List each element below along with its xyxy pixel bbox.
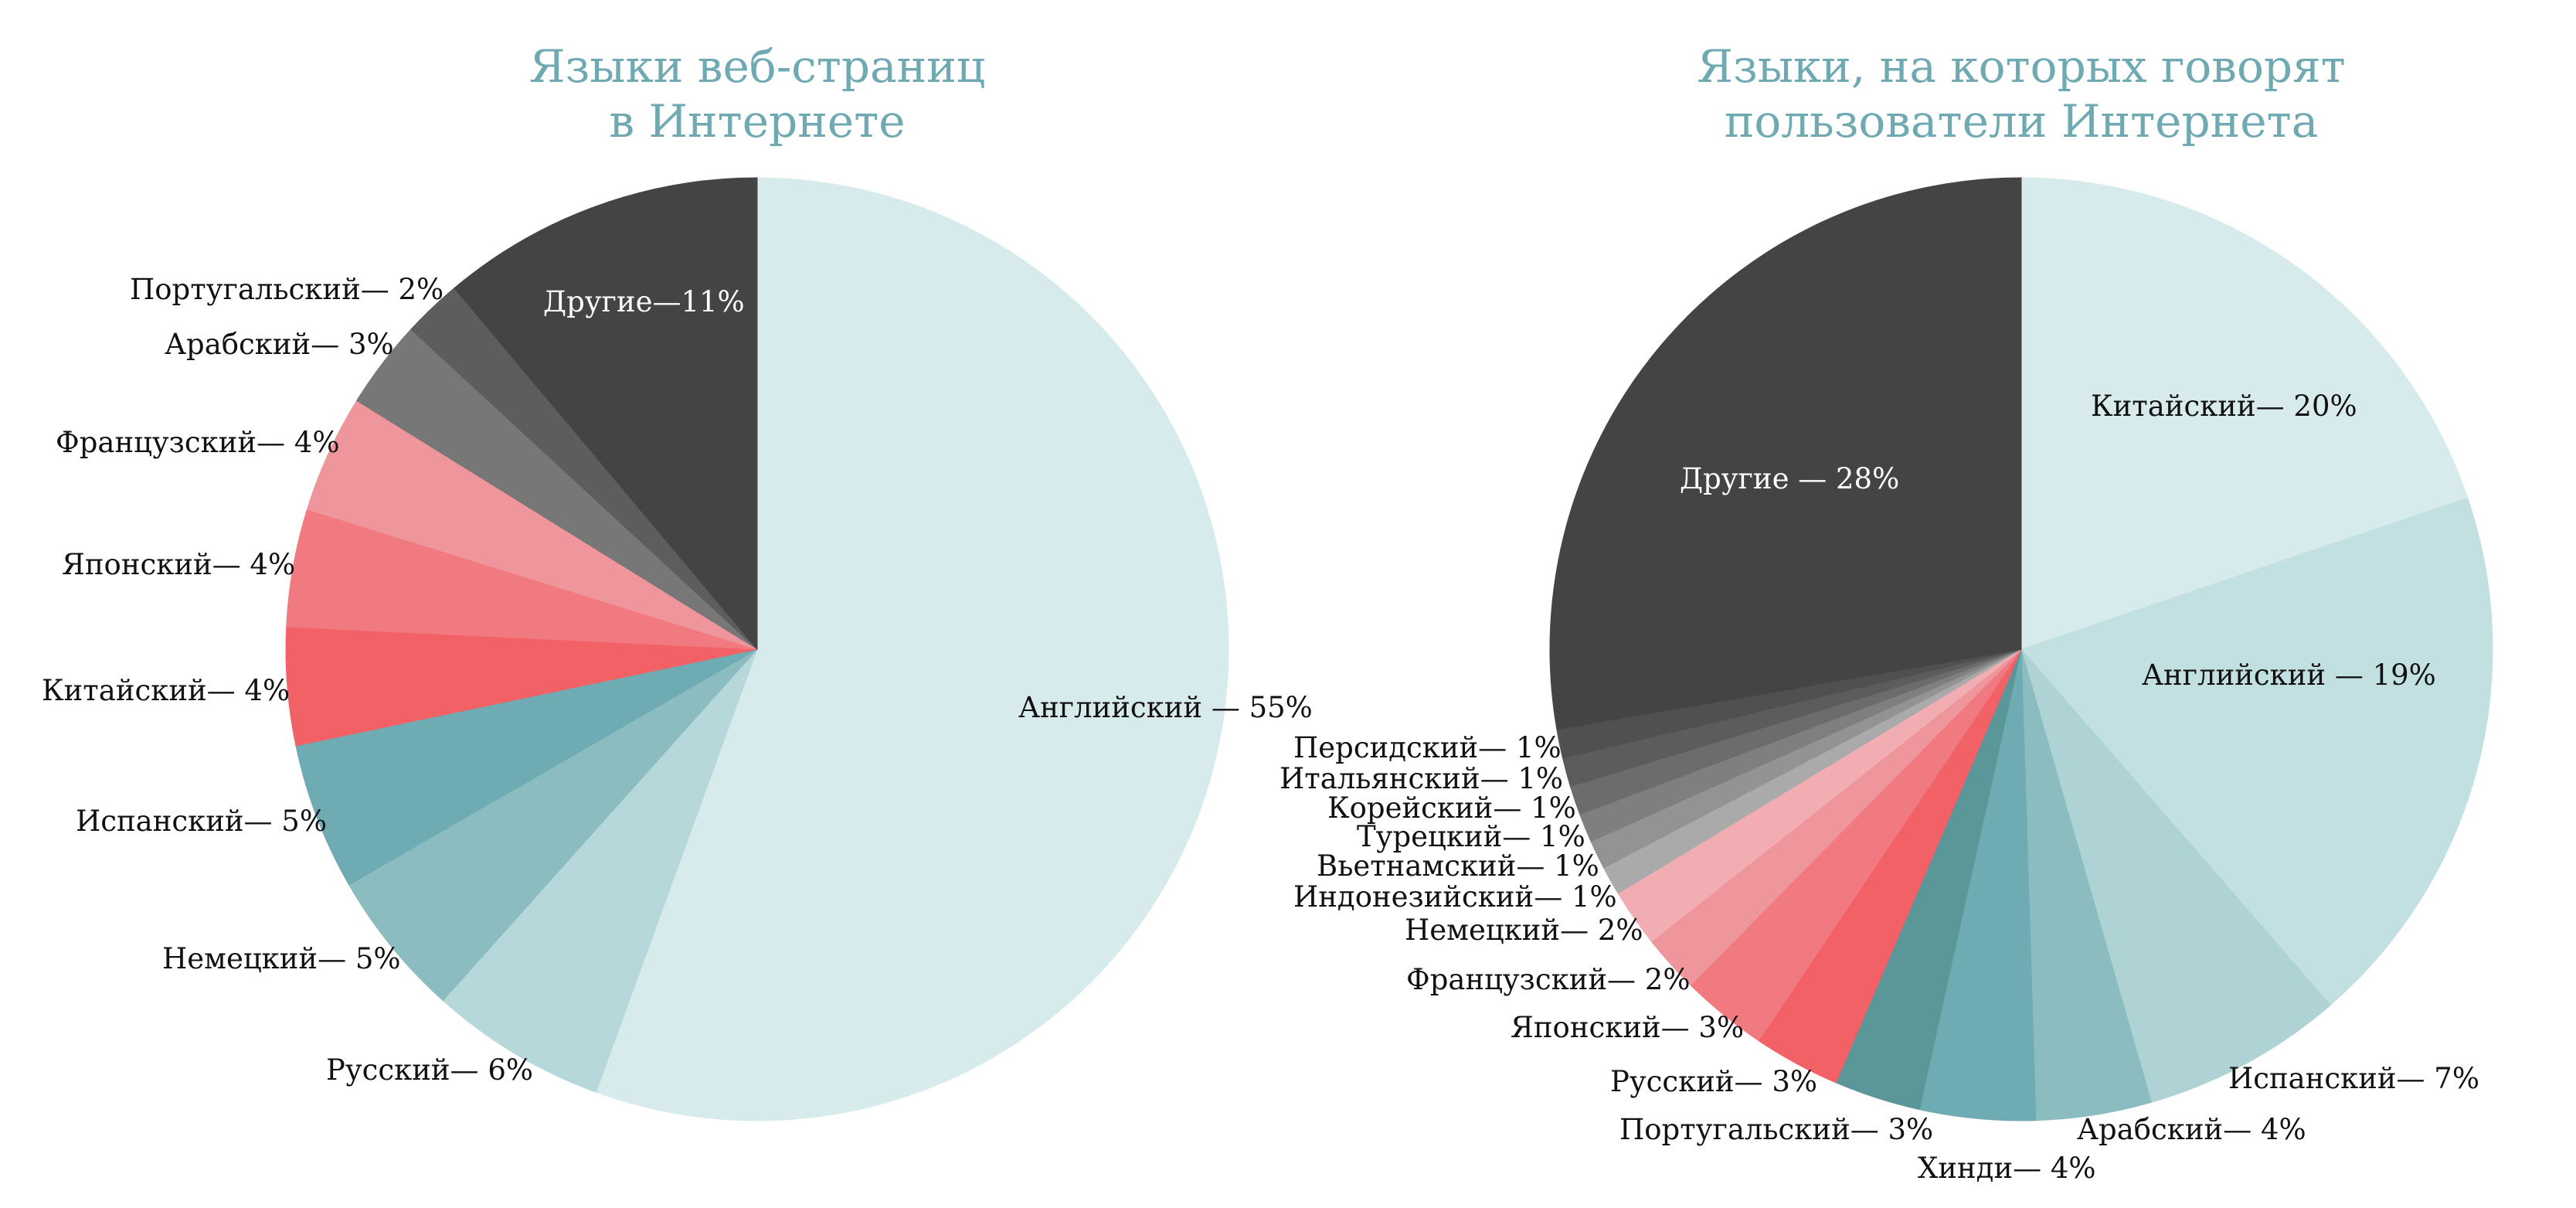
slice-label: Китайский— 20% [2091,390,2357,423]
slice-label: Русский— 6% [326,1053,533,1087]
slice-label: Испанский— 7% [2228,1062,2479,1095]
chart-title-line: Языки веб-страниц [529,40,985,93]
slice-label: Японский— 3% [1511,1011,1744,1044]
pie-slice [348,648,758,1002]
slice-label: Турецкий— 1% [1357,820,1585,853]
slice-label: Вьетнамский— 1% [1317,849,1599,883]
slice-label: Японский— 4% [62,548,295,581]
pie-slice [2020,648,2331,1103]
slice-label: Английский — 55% [1018,691,1313,724]
slice-label: Корейский— 1% [1327,791,1576,825]
slice-label: Немецкий— 2% [1405,914,1643,947]
chart-title-line: в Интернете [609,95,905,148]
slice-label: Другие — 28% [1680,462,1899,495]
slice-label: Китайский— 4% [42,674,290,707]
slice-label: Французский— 4% [56,426,340,459]
slice-label: Немецкий— 5% [162,942,401,975]
pie-slice [595,177,1229,1121]
slice-label: Хинди— 4% [1918,1152,2096,1185]
chart-title-line: Языки, на которых говорят [1697,40,2345,93]
pie-slice [2020,497,2493,1006]
slice-label: Русский— 3% [1610,1065,1817,1098]
slice-label: Английский — 19% [2142,658,2436,692]
slice-label: Персидский— 1% [1293,731,1562,764]
pie-slice [442,648,758,1093]
pie-slice [1549,177,2022,730]
chart-title-line: пользователи Интернета [1725,95,2319,148]
slice-label: Итальянский— 1% [1280,762,1563,795]
pie-slice [295,648,758,886]
slice-label: Арабский— 4% [2077,1113,2306,1146]
slice-label: Индонезийский— 1% [1293,880,1617,914]
slice-label: Португальский— 2% [130,273,443,306]
pie-slice [2020,177,2469,650]
slice-label: Французский— 2% [1406,963,1691,996]
slice-label: Другие—11% [543,285,745,318]
slice-label: Испанский— 5% [76,805,327,838]
pie-slice [454,177,758,651]
slice-label: Арабский— 3% [165,328,394,361]
slice-label: Португальский— 3% [1619,1113,1933,1146]
